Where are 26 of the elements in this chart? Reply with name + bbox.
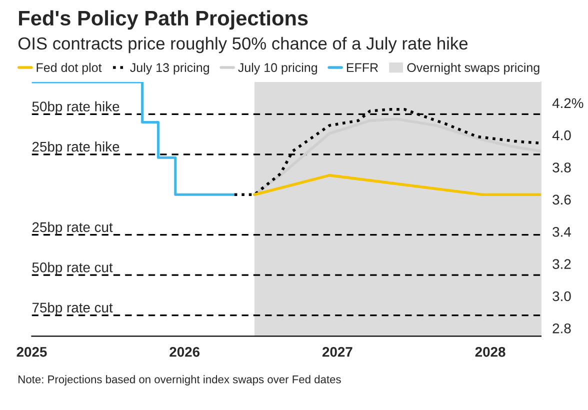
- x-tick-label: 2028: [475, 346, 506, 357]
- ref-line-label: 75bp rate cut: [32, 302, 113, 316]
- ref-line-label: 50bp rate hike: [32, 101, 120, 114]
- x-tick-label: 2027: [322, 346, 352, 357]
- chart-subtitle: OIS contracts price roughly 50% chance of a July rate hike: [18, 36, 468, 54]
- legend-label: Overnight swaps pricing: [407, 62, 540, 74]
- legend-label: Fed dot plot: [36, 62, 102, 74]
- ref-line-label: 25bp rate cut: [32, 222, 113, 235]
- y-tick-label: 2.8: [552, 323, 571, 334]
- text: Note: Projections based on overnight index swaps over Fed dates: [18, 375, 341, 386]
- y-tick-label: 3.2: [552, 259, 571, 269]
- ref-line-label: 50bp rate cut: [32, 262, 113, 276]
- ref-line-label: 25bp rate hike: [32, 141, 120, 154]
- y-tick-label: 3.6: [552, 194, 571, 205]
- legend-label: EFFR: [346, 63, 378, 72]
- chart-title: Fed's Policy Path Projections: [19, 10, 308, 30]
- legend-label: July 13 pricing: [130, 62, 209, 74]
- x-tick-label: 2026: [170, 346, 200, 357]
- y-tick-label: 4.0: [552, 130, 571, 140]
- y-tick-label: 3.4: [552, 226, 571, 237]
- y-tick-label: 3.8: [552, 162, 571, 172]
- y-tick-label: 3.0: [552, 291, 571, 302]
- legend-label: July 10 pricing: [238, 62, 318, 74]
- y-tick-label: 4.2%: [552, 98, 584, 108]
- x-tick-label: 2025: [16, 346, 47, 357]
- line-series: [253, 118, 541, 196]
